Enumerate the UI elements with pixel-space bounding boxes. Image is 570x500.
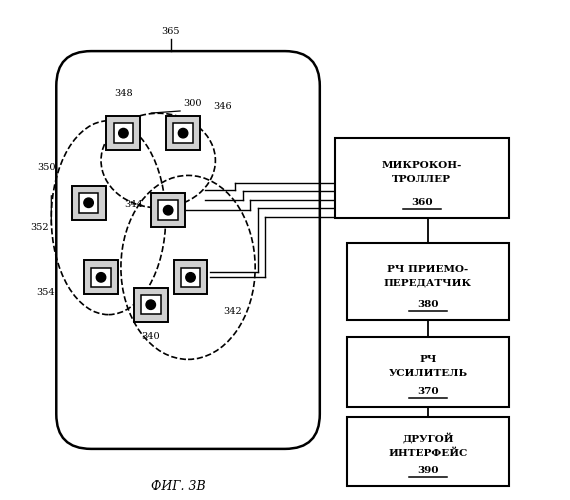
Text: 346: 346 — [213, 102, 231, 111]
Text: ФИГ. 3В: ФИГ. 3В — [151, 480, 205, 492]
FancyBboxPatch shape — [141, 295, 161, 314]
FancyBboxPatch shape — [347, 337, 509, 406]
FancyBboxPatch shape — [347, 242, 509, 320]
FancyBboxPatch shape — [151, 194, 185, 227]
Text: ИНТЕРФЕЙС: ИНТЕРФЕЙС — [388, 448, 467, 458]
FancyBboxPatch shape — [107, 116, 140, 150]
Text: 390: 390 — [417, 466, 439, 475]
Text: 340: 340 — [141, 332, 160, 341]
FancyBboxPatch shape — [166, 116, 200, 150]
Circle shape — [96, 272, 106, 282]
Circle shape — [84, 198, 93, 207]
Text: 300: 300 — [183, 100, 202, 108]
FancyBboxPatch shape — [174, 260, 207, 294]
Text: ПЕРЕДАТЧИК: ПЕРЕДАТЧИК — [384, 278, 472, 287]
FancyBboxPatch shape — [91, 268, 111, 287]
Circle shape — [164, 206, 173, 215]
Text: МИКРОКОН-: МИКРОКОН- — [381, 162, 462, 170]
Text: 348: 348 — [114, 90, 133, 98]
Text: 365: 365 — [161, 27, 180, 36]
FancyBboxPatch shape — [181, 268, 200, 287]
Text: ТРОЛЛЕР: ТРОЛЛЕР — [392, 176, 451, 184]
Text: 342: 342 — [223, 307, 242, 316]
FancyBboxPatch shape — [79, 193, 99, 212]
Text: 354: 354 — [36, 288, 55, 297]
Text: УСИЛИТЕЛЬ: УСИЛИТЕЛЬ — [388, 370, 467, 378]
FancyBboxPatch shape — [113, 124, 133, 143]
Text: 344: 344 — [124, 200, 143, 209]
Text: 350: 350 — [37, 164, 55, 172]
Text: РЧ: РЧ — [420, 356, 437, 364]
Circle shape — [186, 272, 196, 282]
Circle shape — [146, 300, 156, 310]
FancyBboxPatch shape — [335, 138, 509, 218]
FancyBboxPatch shape — [134, 288, 168, 322]
Text: РЧ ПРИЕМО-: РЧ ПРИЕМО- — [388, 264, 469, 274]
Text: 352: 352 — [30, 223, 49, 232]
Text: 380: 380 — [417, 300, 439, 308]
FancyBboxPatch shape — [173, 124, 193, 143]
FancyBboxPatch shape — [347, 416, 509, 486]
FancyBboxPatch shape — [56, 51, 320, 449]
FancyBboxPatch shape — [158, 200, 178, 220]
Circle shape — [178, 128, 188, 138]
Text: 360: 360 — [411, 198, 433, 206]
Text: ДРУГОЙ: ДРУГОЙ — [402, 434, 454, 445]
FancyBboxPatch shape — [84, 260, 118, 294]
Text: 370: 370 — [417, 386, 439, 396]
Circle shape — [119, 128, 128, 138]
FancyBboxPatch shape — [72, 186, 105, 220]
